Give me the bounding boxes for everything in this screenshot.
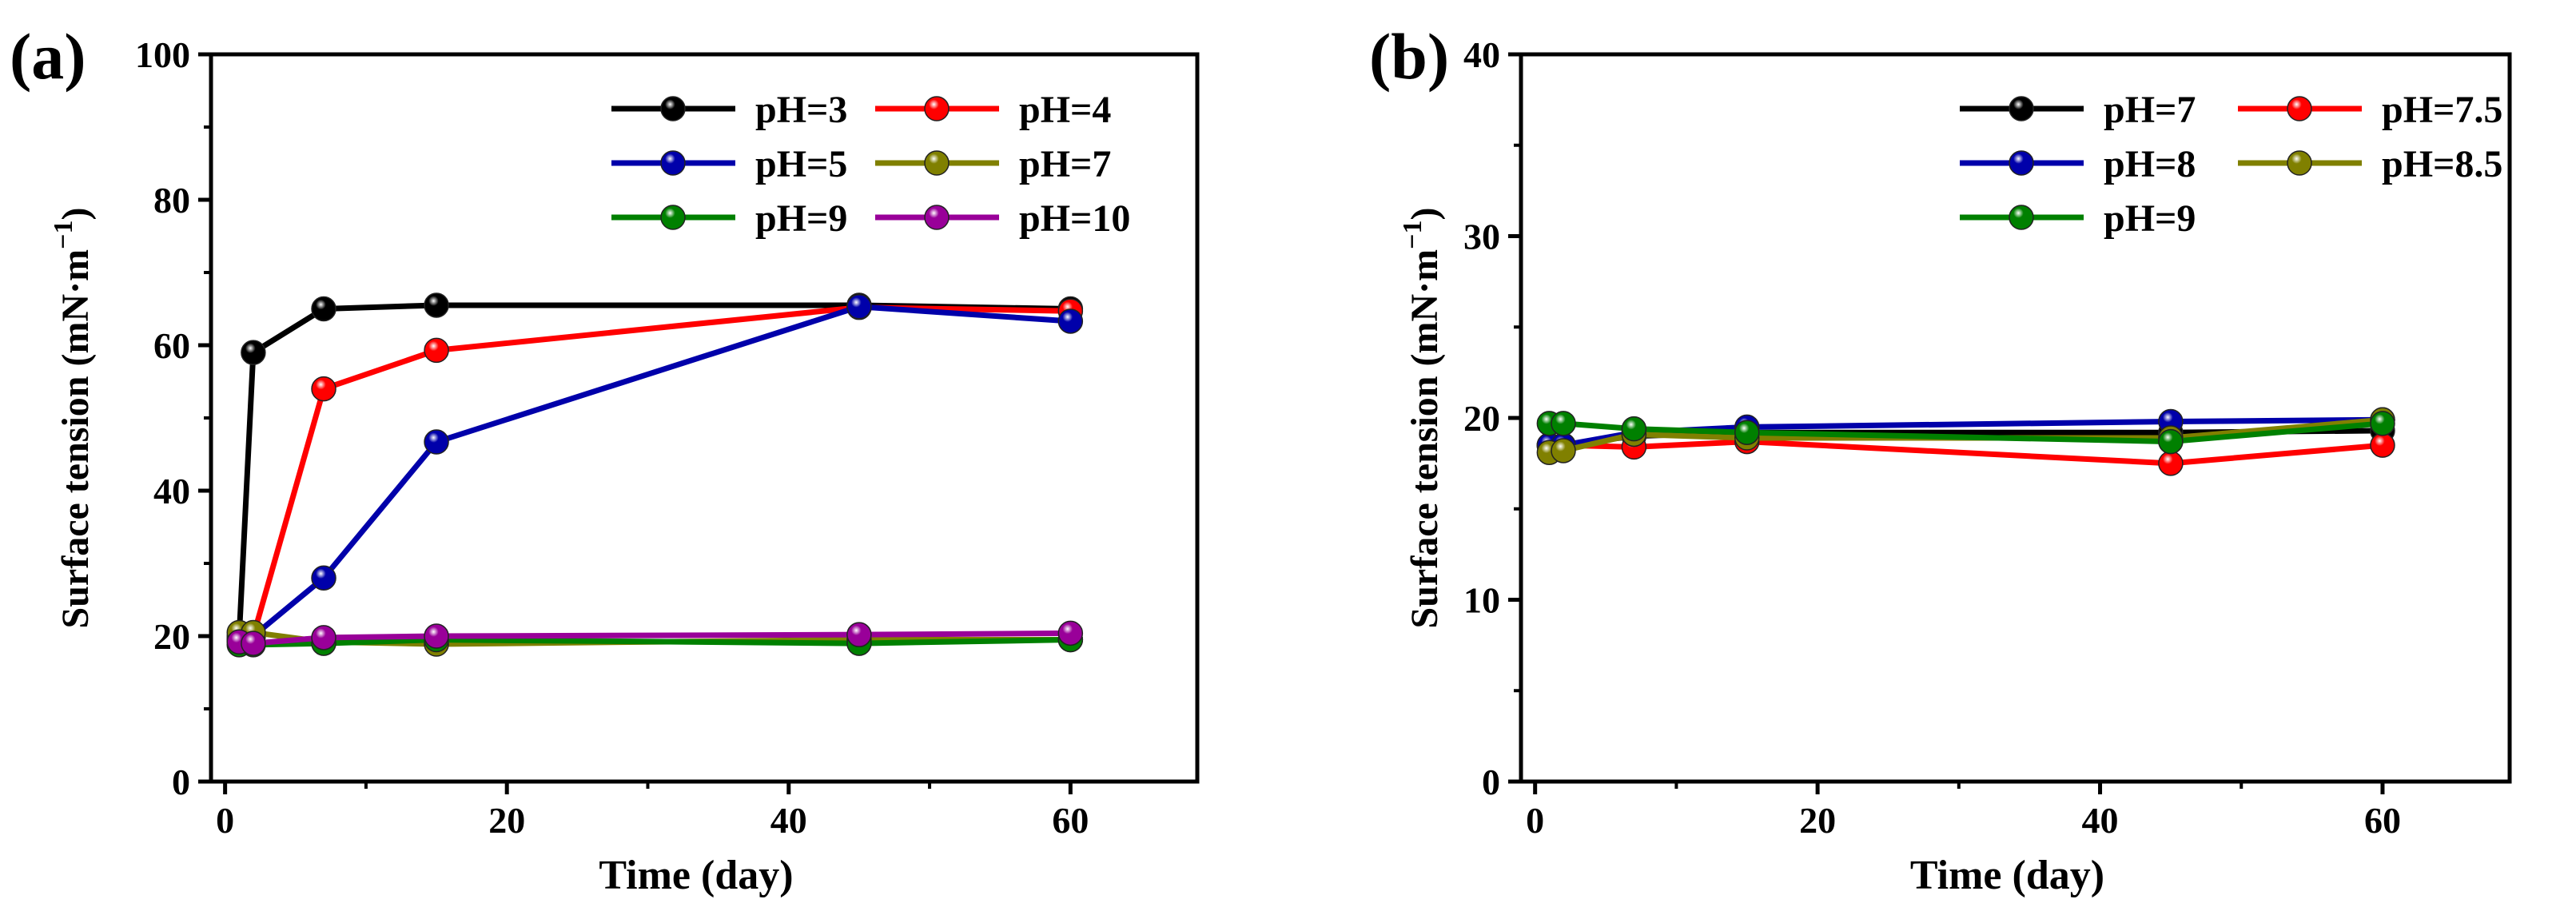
data-point — [241, 631, 266, 656]
series-line — [238, 304, 1071, 643]
x-tick-label: 40 — [770, 800, 807, 841]
legend-marker — [660, 96, 686, 121]
legend-entry: pH=9 — [611, 197, 847, 240]
data-point — [1551, 411, 1576, 436]
series-pH=10 — [226, 620, 1084, 656]
data-point — [311, 565, 336, 591]
y-tick-label: 30 — [1463, 217, 1500, 257]
legend-label: pH=7 — [1019, 143, 1111, 185]
series-pH=4 — [226, 294, 1084, 653]
legend-label: pH=3 — [755, 89, 847, 131]
legend-marker — [924, 150, 950, 176]
y-axis-label: Surface tension (mN·m−1) — [49, 208, 97, 629]
panel-label: (a) — [10, 20, 86, 93]
data-point — [846, 622, 872, 647]
data-point — [1057, 308, 1084, 334]
data-point — [846, 294, 872, 320]
x-tick-label: 60 — [1052, 800, 1089, 841]
y-axis-label: Surface tension (mN·m−1) — [1398, 208, 1446, 629]
legend-entry: pH=10 — [875, 197, 1130, 240]
legend-entry: pH=8 — [1960, 143, 2196, 185]
y-tick-label: 60 — [153, 325, 190, 366]
data-point — [2158, 428, 2184, 455]
data-point — [311, 376, 336, 402]
data-point — [241, 340, 266, 365]
legend-label: pH=7 — [2104, 89, 2196, 131]
panel-b: (b) 0 20 40 60 0 10 20 30 40 Time (day) Surface ten… — [1369, 20, 2512, 898]
legend-label: pH=5 — [755, 143, 847, 185]
y-tick-label: 0 — [1482, 762, 1500, 802]
legend-marker — [2009, 96, 2034, 121]
legend-label: pH=10 — [1019, 197, 1130, 240]
data-point — [2370, 432, 2395, 458]
legend-label: pH=7.5 — [2382, 89, 2502, 131]
legend-entry: pH=8.5 — [2238, 143, 2502, 185]
data-point — [424, 623, 449, 649]
x-axis-label: Time (day) — [599, 853, 793, 898]
x-tick-label: 60 — [2364, 800, 2401, 841]
series-line — [1549, 439, 2383, 467]
legend-entry: pH=4 — [875, 89, 1111, 131]
panel-a: (a) 0 20 40 60 0 20 40 60 80 100 Time (day) Surface … — [10, 20, 1200, 898]
y-tick-label: 20 — [1463, 398, 1500, 439]
y-tick-label: 40 — [153, 471, 190, 511]
y-tick-label: 20 — [153, 616, 190, 657]
data-point — [311, 296, 336, 322]
legend-label: pH=9 — [755, 197, 847, 240]
series-pH=5 — [226, 294, 1084, 653]
legend-entry: pH=7 — [875, 143, 1111, 185]
data-point — [1621, 416, 1647, 442]
legend-label: pH=4 — [1019, 89, 1111, 131]
series-line — [236, 302, 1071, 637]
data-point — [424, 429, 449, 455]
legend-label: pH=8 — [2104, 143, 2196, 185]
legend-marker — [2009, 205, 2034, 230]
legend-marker — [2287, 150, 2312, 176]
series-pH=9 — [1536, 411, 2395, 455]
legend-marker — [660, 205, 686, 230]
legend-marker — [924, 96, 950, 121]
y-tick-label: 100 — [135, 34, 190, 75]
series-line — [239, 637, 1071, 648]
y-tick-label: 0 — [172, 762, 190, 802]
data-point — [424, 292, 449, 318]
y-tick-label: 80 — [153, 180, 190, 221]
legend-marker — [2009, 150, 2034, 176]
x-tick-label: 20 — [488, 800, 525, 841]
legend-entry: pH=7.5 — [2238, 89, 2502, 131]
legend-entry: pH=3 — [611, 89, 847, 131]
legend-entry: pH=9 — [1960, 197, 2196, 240]
panel-label: (b) — [1369, 20, 1449, 93]
data-point — [1057, 620, 1084, 646]
x-tick-label: 0 — [216, 800, 234, 841]
data-point — [424, 337, 449, 364]
legend-entry: pH=5 — [611, 143, 847, 185]
x-axis-label: Time (day) — [1910, 853, 2104, 898]
data-point — [2370, 411, 2395, 436]
y-tick-label: 40 — [1463, 34, 1500, 75]
series-pH=3 — [226, 292, 1084, 649]
data-point — [2158, 451, 2184, 476]
series-line — [238, 304, 1071, 643]
x-tick-label: 20 — [1799, 800, 1836, 841]
data-point — [1551, 438, 1576, 463]
legend-marker — [2287, 96, 2312, 121]
y-tick-label: 10 — [1463, 580, 1500, 621]
legend-marker — [924, 205, 950, 230]
legend-entry: pH=7 — [1960, 89, 2196, 131]
legend-label: pH=8.5 — [2382, 143, 2502, 185]
x-tick-label: 0 — [1526, 800, 1544, 841]
legend-marker — [660, 150, 686, 176]
data-point — [311, 625, 336, 650]
x-tick-label: 40 — [2082, 800, 2119, 841]
legend-label: pH=9 — [2104, 197, 2196, 240]
data-point — [1734, 420, 1760, 445]
